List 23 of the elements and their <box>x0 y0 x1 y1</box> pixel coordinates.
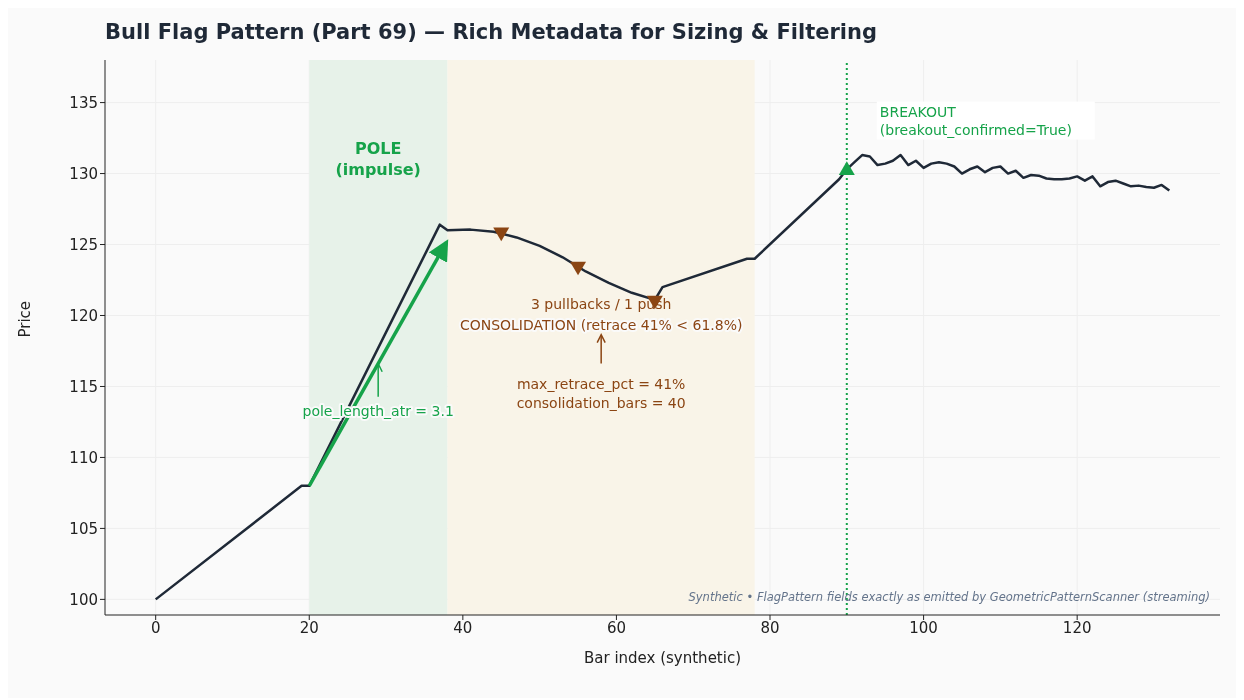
y-tick-label: 130 <box>69 164 98 183</box>
ref-line-label: BREAKOUT (breakout_confirmed=True) <box>879 103 1072 138</box>
y-axis-title: Price <box>16 300 35 338</box>
x-tick-label: 40 <box>453 618 473 637</box>
x-tick-label: 80 <box>760 618 780 637</box>
y-tick-label: 120 <box>69 306 98 325</box>
annotation: Synthetic • FlagPattern fields exactly as emitted by GeometricPatternScanner (streaming) <box>688 590 1210 604</box>
y-tick-label: 115 <box>69 377 98 396</box>
x-tick-label: 100 <box>909 618 938 637</box>
annotation: CONSOLIDATION (retrace 41% < 61.8%) <box>459 317 743 334</box>
y-tick-label: 105 <box>69 519 98 538</box>
annotation: POLE (impulse) <box>335 139 421 180</box>
x-axis-title: Bar index (synthetic) <box>583 649 742 667</box>
y-tick-label: 125 <box>69 235 98 254</box>
x-tick-label: 120 <box>1062 618 1092 637</box>
x-tick-label: 20 <box>299 618 319 637</box>
x-tick-label: 0 <box>150 618 161 637</box>
annotation: max_retrace_pct = 41% consolidation_bars = 40 <box>516 375 686 411</box>
chart-title: Bull Flag Pattern (Part 69) — Rich Metadata for Sizing & Filtering <box>105 20 878 44</box>
x-tick-label: 60 <box>606 618 626 637</box>
y-tick-label: 100 <box>69 590 98 609</box>
y-tick-label: 110 <box>69 448 98 467</box>
y-tick-label: 135 <box>69 93 98 112</box>
